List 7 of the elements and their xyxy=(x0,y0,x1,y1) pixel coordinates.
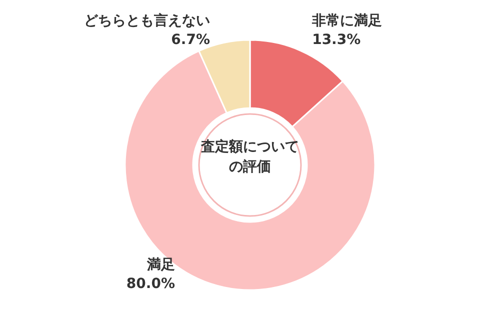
slice-label: 満足 xyxy=(146,257,175,273)
data-label: 80.0% xyxy=(126,276,175,292)
text: 査定額についての評価 xyxy=(200,138,299,175)
slice-label: 非常に満足 xyxy=(311,13,382,30)
data-label: 6.7% xyxy=(171,32,210,48)
slice-label: どちらとも言えない xyxy=(84,12,210,29)
data-label: 13.3% xyxy=(312,32,361,48)
